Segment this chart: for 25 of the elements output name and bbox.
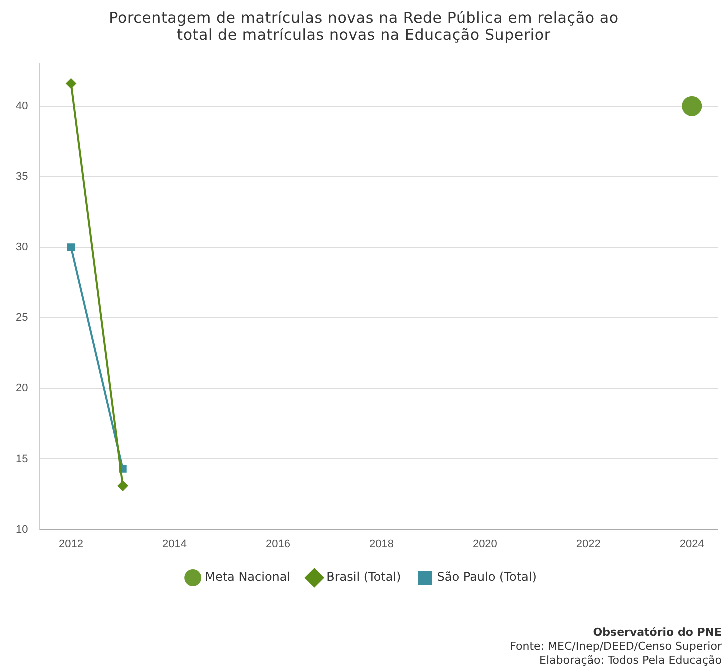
point	[66, 78, 76, 89]
legend-label: Meta Nacional	[205, 570, 291, 584]
point	[67, 244, 76, 252]
x-tick-label: 2018	[369, 538, 394, 550]
y-tick-label: 35	[16, 170, 28, 183]
legend-label: Brasil (Total)	[326, 570, 402, 584]
source-note: Fonte: MEC/Inep/DEED/Censo Superior	[510, 640, 722, 654]
chart-title: Porcentagem de matrículas novas na Rede Pública em relação ao total de matrículas novas na Educação Superior	[108, 9, 620, 44]
point	[682, 96, 702, 116]
y-tick-label: 15	[16, 453, 28, 466]
x-tick-label: 2022	[576, 538, 601, 550]
x-tick-label: 2020	[472, 538, 498, 550]
point	[118, 481, 128, 492]
x-tick-label: 2012	[59, 538, 84, 550]
y-tick-label: 10	[16, 524, 28, 536]
legend-label: São Paulo (Total)	[437, 570, 537, 584]
x-tick-label: 2024	[680, 538, 704, 550]
text: Elaboração: Todos Pela Educação	[538, 654, 722, 668]
text: Observatório do PNE	[592, 626, 722, 640]
y-tick-label: 20	[16, 382, 28, 395]
x-tick-label: 2014	[162, 538, 187, 550]
y-tick-label: 25	[16, 312, 28, 324]
x-tick-label: 2016	[266, 538, 290, 550]
y-tick-label: 40	[16, 100, 28, 112]
y-tick-label: 30	[16, 242, 28, 254]
